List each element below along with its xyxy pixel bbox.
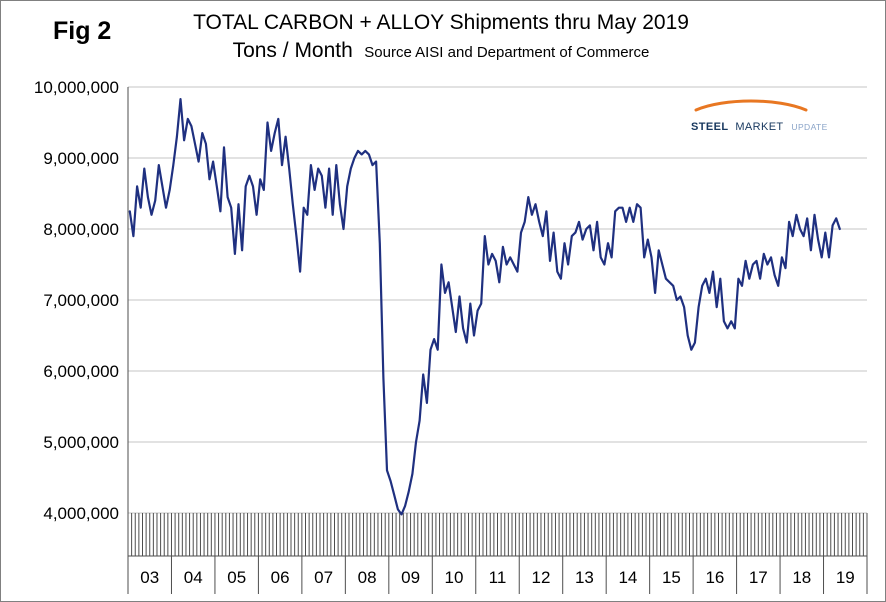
year-label: 08: [358, 568, 377, 587]
chart-source: Source AISI and Department of Commerce: [364, 44, 650, 61]
year-label: 09: [401, 568, 420, 587]
logo-market: MARKET: [735, 121, 784, 133]
chart-subtitle: Tons / Month: [232, 39, 353, 62]
shipments-line: [128, 97, 841, 516]
year-label: 11: [489, 568, 507, 587]
year-label: 13: [575, 568, 594, 587]
y-tick-label: 4,000,000: [43, 504, 119, 523]
year-label: 15: [662, 568, 681, 587]
year-label: 17: [749, 568, 768, 587]
logo-update: UPDATE: [791, 122, 828, 132]
chart-subtitle-row: Tons / Month Source AISI and Department …: [111, 39, 771, 63]
year-label: 16: [705, 568, 724, 587]
smu-logo: STEEL MARKET UPDATE: [691, 97, 827, 135]
y-tick-label: 5,000,000: [43, 433, 119, 452]
year-label: 19: [836, 568, 855, 587]
year-label: 10: [445, 568, 464, 587]
figure-label: Fig 2: [53, 17, 112, 45]
y-tick-label: 6,000,000: [43, 362, 119, 381]
year-label: 12: [532, 568, 551, 587]
year-label: 14: [618, 568, 637, 587]
logo-steel: STEEL: [691, 121, 729, 133]
y-tick-label: 10,000,000: [34, 78, 119, 97]
logo-swoosh-icon: [694, 99, 808, 112]
y-tick-label: 8,000,000: [43, 220, 119, 239]
year-label: 03: [140, 568, 159, 587]
y-tick-label: 7,000,000: [43, 291, 119, 310]
chart-title: TOTAL CARBON + ALLOY Shipments thru May …: [193, 11, 689, 34]
logo-text: STEEL MARKET UPDATE: [691, 117, 827, 135]
year-label: 06: [271, 568, 290, 587]
y-tick-label: 9,000,000: [43, 149, 119, 168]
year-label: 04: [184, 568, 203, 587]
year-label: 18: [792, 568, 811, 587]
year-label: 07: [314, 568, 333, 587]
year-label: 05: [227, 568, 246, 587]
